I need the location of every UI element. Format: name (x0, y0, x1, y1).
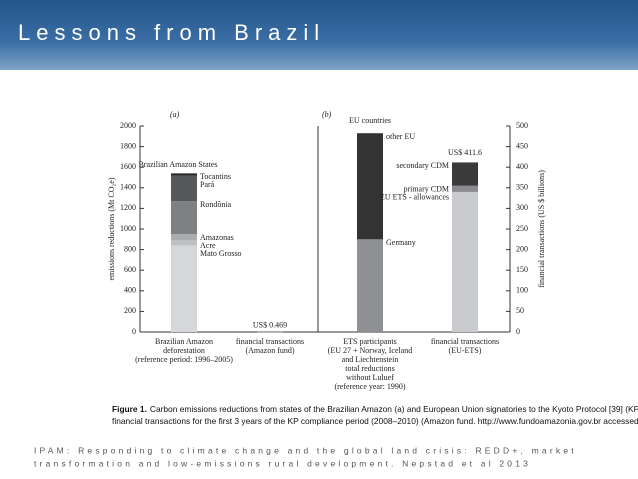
y-tick-label: 0 (132, 327, 136, 336)
series-label: Tocantins (200, 172, 231, 181)
bar-segment (452, 191, 478, 332)
x-tick-label: deforestation (163, 346, 205, 355)
y-tick-label: 1600 (120, 162, 136, 171)
panel-label: (a) (170, 110, 180, 119)
y2-tick-label: 500 (516, 121, 528, 130)
series-label: secondary CDM (396, 161, 449, 170)
y-tick-label: 800 (124, 244, 136, 253)
bar-segment (171, 201, 197, 235)
x-tick-label: (EU 27 + Norway, Iceland (328, 346, 413, 355)
series-label: Pará (200, 180, 215, 189)
value-label: US$ 0.469 (253, 321, 287, 330)
x-tick-label: ETS participants (343, 337, 397, 346)
y2-tick-label: 50 (516, 306, 524, 315)
footer-line: IPAM: Responding to climate change and t… (34, 445, 577, 455)
bar-segment (171, 245, 197, 332)
caption-line: Figure 1. Carbon emissions reductions fro… (112, 404, 638, 414)
y-tick-label: 1000 (120, 224, 136, 233)
series-label: EU ETS - allowances (380, 193, 449, 202)
y-tick-label: 600 (124, 265, 136, 274)
bar-segment (171, 234, 197, 241)
annotation: Brazilian Amazon States (138, 160, 217, 169)
panel-label: (b) (322, 110, 332, 119)
y-tick-label: 1800 (120, 141, 136, 150)
slide-title: Lessons from Brazil (18, 20, 326, 45)
bar-segment (257, 331, 283, 333)
x-tick-label: (reference period: 1996–2005) (135, 355, 233, 364)
bar-segment (171, 240, 197, 246)
x-tick-label: financial transactions (236, 337, 304, 346)
x-tick-label: (reference year: 1990) (334, 382, 405, 391)
series-label: Germany (386, 238, 416, 247)
annotation: EU countries (349, 116, 391, 125)
x-tick-label: and Liechtenstein (342, 355, 399, 364)
series-label: Rondônia (200, 200, 232, 209)
bar-segment (452, 185, 478, 192)
x-tick-label: Brazilian Amazon (155, 337, 213, 346)
y2-tick-label: 300 (516, 203, 528, 212)
series-label: Mato Grosso (200, 249, 242, 258)
x-tick-label: financial transactions (431, 337, 499, 346)
series-label: Acre (200, 241, 216, 250)
bar-segment (357, 133, 383, 240)
y-tick-label: 400 (124, 286, 136, 295)
y2-tick-label: 100 (516, 286, 528, 295)
y2-tick-label: 250 (516, 224, 528, 233)
y2-axis-label: financial transactions (US $ billions) (537, 170, 546, 288)
y2-tick-label: 0 (516, 327, 520, 336)
x-tick-label: (Amazon fund) (245, 346, 294, 355)
series-label: primary CDM (403, 185, 449, 194)
bar-segment (452, 162, 478, 186)
series-label: Amazonas (200, 233, 234, 242)
header: Lessons from Brazil (0, 0, 638, 70)
bar-segment (357, 239, 383, 332)
x-tick-label: total reductions (345, 364, 395, 373)
caption-line: financial transactions for the first 3 y… (112, 416, 638, 426)
x-tick-label: without Luluef (346, 373, 394, 382)
y2-tick-label: 200 (516, 244, 528, 253)
y-axis-label: emissions reductions (Mt CO₂e) (107, 177, 116, 280)
y-tick-label: 1400 (120, 183, 136, 192)
series-label: other EU (386, 132, 415, 141)
annotation: US$ 411.6 (448, 148, 482, 157)
y2-tick-label: 350 (516, 183, 528, 192)
y-tick-label: 200 (124, 306, 136, 315)
footer-line: transformation and low-emissions rural d… (34, 458, 531, 468)
y2-tick-label: 150 (516, 265, 528, 274)
y-tick-label: 2000 (120, 121, 136, 130)
bar-segment (171, 173, 197, 176)
x-tick-label: (EU-ETS) (449, 346, 482, 355)
y2-tick-label: 450 (516, 141, 528, 150)
bar-segment (171, 175, 197, 202)
caption-label: Figure 1. (112, 404, 147, 414)
caption-text: Carbon emissions reductions from states … (150, 404, 638, 414)
y-tick-label: 1200 (120, 203, 136, 212)
y2-tick-label: 400 (516, 162, 528, 171)
